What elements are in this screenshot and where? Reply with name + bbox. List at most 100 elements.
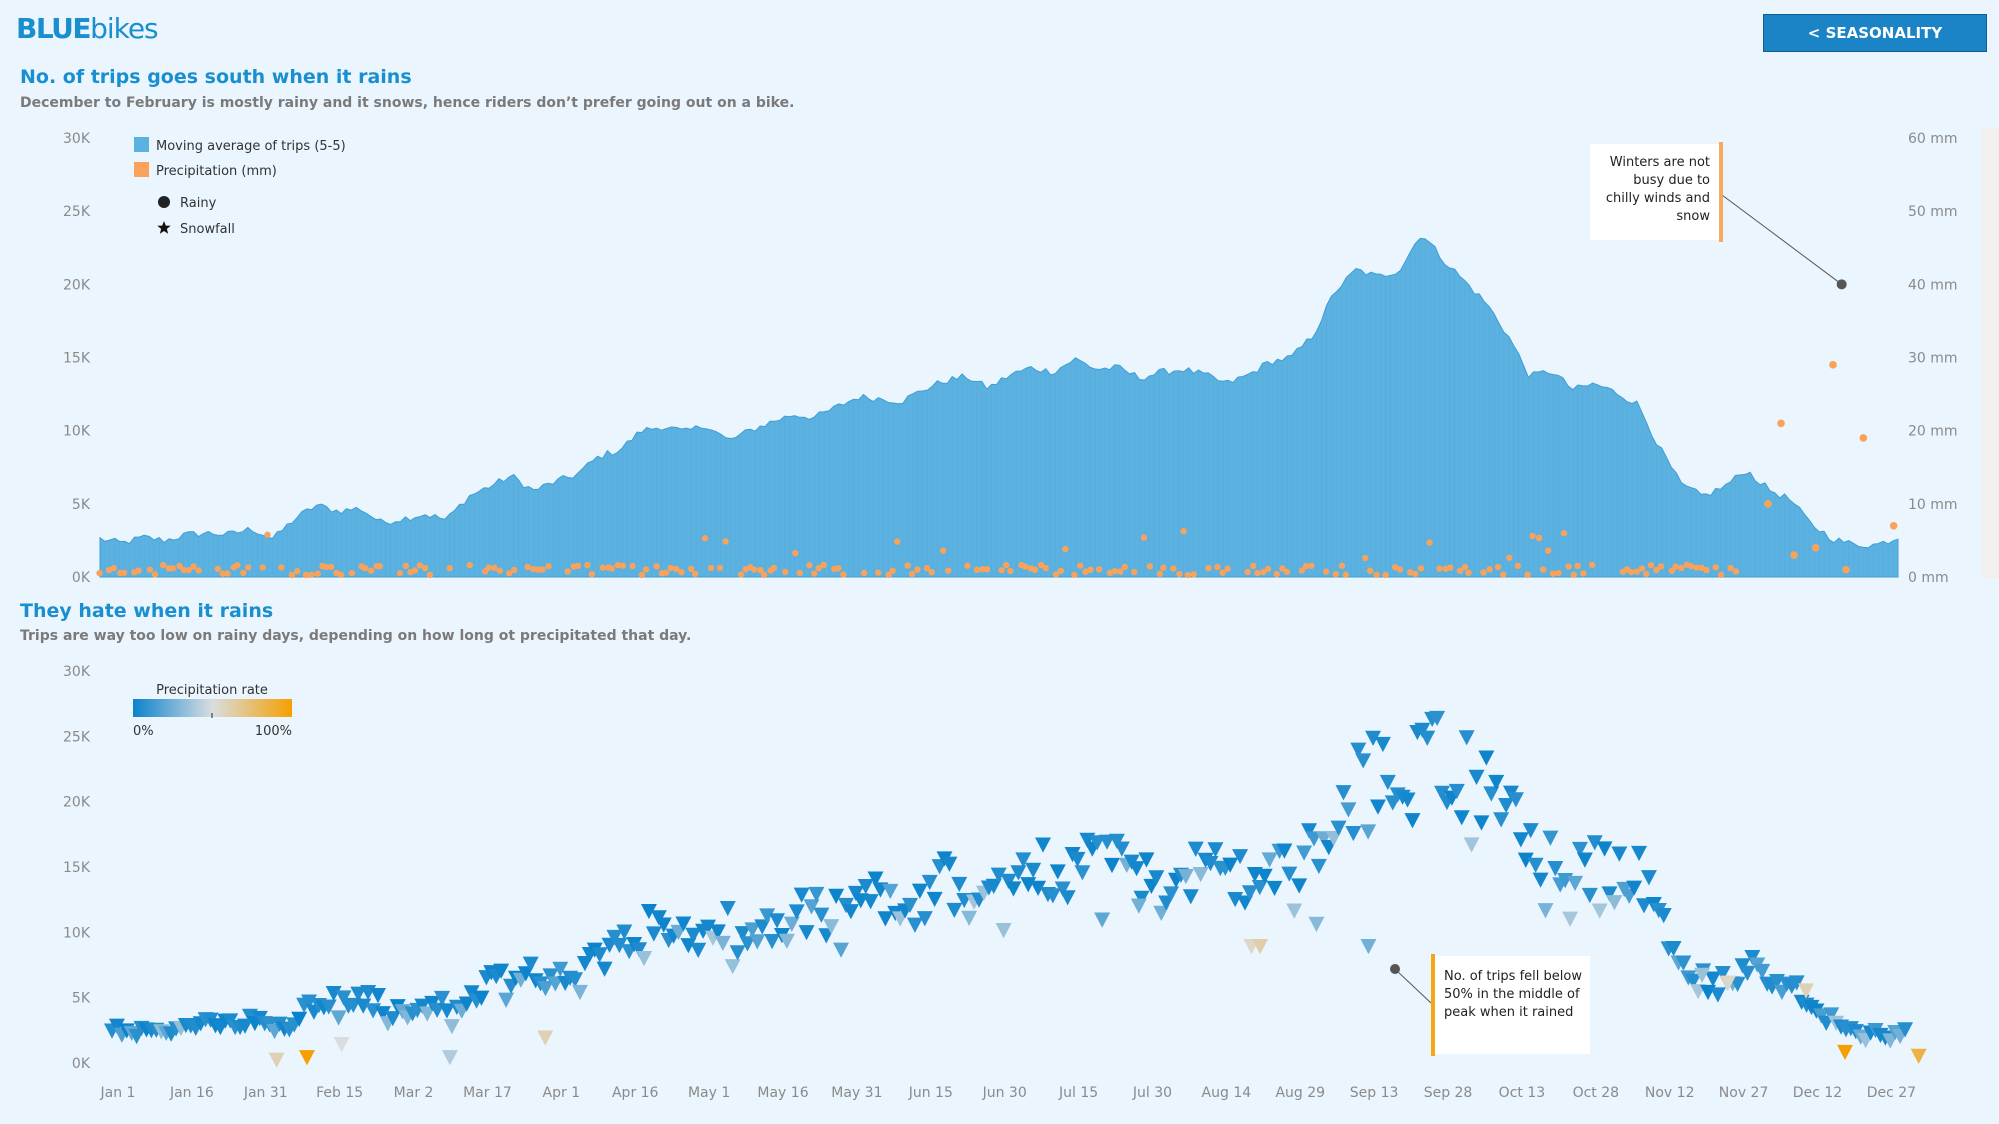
precipitation-point: [1022, 563, 1029, 570]
trip-day-marker: [941, 856, 958, 872]
precipitation-point: [402, 562, 410, 570]
precipitation-point: [327, 563, 335, 571]
precipitation-point: [185, 566, 192, 574]
trip-day-marker: [1581, 887, 1598, 904]
precipitation-point: [146, 566, 154, 573]
precipitation-point: [642, 566, 650, 573]
trip-day-marker: [1251, 880, 1268, 896]
y-left-tick-label: 25K: [63, 204, 91, 220]
y-right-tick-label: 40 mm: [1908, 277, 1958, 293]
x-tick-label: Jan 16: [169, 1085, 214, 1101]
precipitation-point: [860, 569, 868, 577]
color-legend-max-label: 100%: [255, 724, 292, 739]
precipitation-point: [1687, 562, 1695, 570]
trip-day-marker: [1192, 867, 1209, 883]
trip-day-marker: [335, 990, 352, 1006]
trip-day-marker: [1015, 852, 1032, 868]
precipitation-point: [160, 561, 167, 569]
precipitation-point: [875, 569, 882, 576]
trip-day-marker: [434, 990, 451, 1007]
precipitation-point: [1560, 530, 1568, 537]
rainy-day-marker: [1694, 967, 1711, 983]
precipitation-point: [796, 569, 803, 577]
trip-day-marker: [1823, 1007, 1840, 1023]
trip-day-marker: [1365, 730, 1382, 746]
trip-day-marker: [542, 968, 559, 984]
seasonality-button[interactable]: < SEASONALITY: [1763, 14, 1987, 52]
trip-day-marker: [498, 992, 515, 1008]
trip-day-marker: [1591, 903, 1608, 919]
precipitation-point: [928, 568, 935, 576]
precipitation-point: [1653, 566, 1660, 574]
y-right-tick-label: 50 mm: [1908, 204, 1958, 220]
trip-day-marker: [1655, 908, 1672, 924]
trip-day-marker: [1404, 813, 1421, 829]
y-tick-label: 30K: [63, 664, 91, 680]
precipitation-point: [757, 566, 764, 574]
trip-day-marker: [793, 887, 810, 903]
precipitation-point: [1037, 561, 1045, 569]
y-left-tick-label: 30K: [63, 131, 91, 147]
trip-day-marker: [1355, 753, 1372, 769]
precipitation-point: [1672, 563, 1679, 570]
precipitation-point: [466, 561, 473, 569]
trip-day-marker: [1345, 825, 1362, 842]
trip-day-marker: [1606, 895, 1623, 911]
precipitation-point: [1077, 562, 1084, 569]
y-right-tick-label: 20 mm: [1908, 424, 1958, 440]
precipitation-point: [1283, 568, 1291, 576]
trip-day-marker: [325, 986, 342, 1002]
trip-day-marker: [463, 985, 480, 1001]
precipitation-point: [1095, 566, 1103, 573]
precipitation-point: [811, 570, 818, 577]
trip-day-marker: [1399, 792, 1416, 808]
trip-day-marker: [1325, 830, 1342, 847]
rainy-marker: [1836, 279, 1847, 290]
precipitation-point: [1031, 566, 1039, 574]
precipitation-point: [1647, 561, 1655, 569]
precipitation-point: [1176, 570, 1183, 578]
precipitation-point: [1668, 567, 1676, 574]
trip-day-marker: [591, 947, 608, 963]
precipitation-point: [1170, 565, 1177, 572]
trip-day-marker: [1030, 880, 1047, 896]
trip-day-marker: [350, 986, 367, 1002]
color-legend-ramp: [133, 699, 292, 717]
trip-day-marker: [700, 919, 717, 935]
y-left-tick-label: 20K: [63, 277, 91, 293]
precipitation-point: [588, 570, 596, 578]
precipitation-point: [426, 571, 434, 579]
x-tick-label: Jul 15: [1058, 1085, 1098, 1101]
rain-annotation-bar: [1431, 954, 1435, 1056]
precipitation-point: [1555, 569, 1562, 577]
precipitation-point: [264, 531, 271, 538]
logo-light-text: bikes: [90, 12, 159, 45]
trip-day-marker: [1291, 878, 1308, 894]
y-left-tick-label: 10K: [63, 424, 91, 440]
trip-day-marker: [877, 911, 894, 927]
trip-day-marker: [616, 924, 633, 940]
winter-annotation: Winters are not busy due to chilly winds…: [1590, 144, 1720, 240]
precipitation-point: [894, 538, 901, 545]
trip-day-marker: [1429, 710, 1446, 727]
precipitation-point: [1732, 568, 1740, 575]
x-tick-label: May 16: [757, 1085, 808, 1101]
precipitation-point: [293, 568, 301, 575]
trip-day-marker: [769, 913, 786, 929]
trip-day-marker: [1369, 799, 1386, 815]
precipitation-point: [1565, 563, 1572, 570]
rain-annotation-dot: [1390, 964, 1400, 974]
trip-day-marker: [1108, 833, 1125, 849]
precipitation-point: [195, 567, 202, 574]
precipitation-point: [1308, 562, 1315, 570]
x-tick-label: Mar 2: [394, 1085, 434, 1101]
trip-day-marker: [1202, 856, 1219, 872]
precipitation-point: [244, 564, 252, 571]
trip-day-marker: [1059, 890, 1076, 906]
x-tick-label: May 1: [688, 1085, 730, 1101]
trip-day-marker: [1099, 834, 1116, 850]
y-right-tick-label: 0 mm: [1908, 570, 1949, 586]
trip-day-marker: [921, 874, 938, 891]
trip-day-marker: [1094, 912, 1111, 928]
trip-day-marker: [1498, 797, 1515, 814]
